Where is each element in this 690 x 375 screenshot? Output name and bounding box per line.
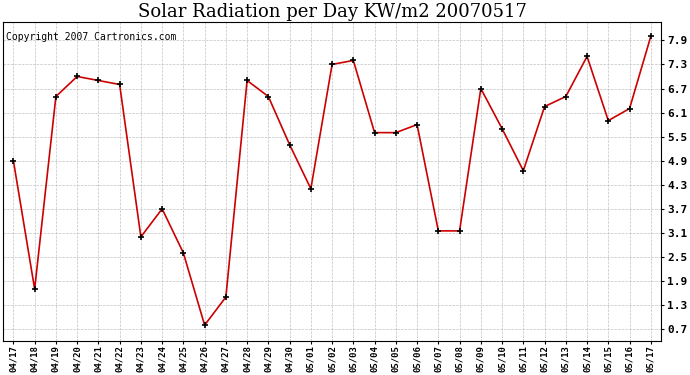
Title: Solar Radiation per Day KW/m2 20070517: Solar Radiation per Day KW/m2 20070517 bbox=[138, 3, 526, 21]
Text: Copyright 2007 Cartronics.com: Copyright 2007 Cartronics.com bbox=[6, 32, 177, 42]
